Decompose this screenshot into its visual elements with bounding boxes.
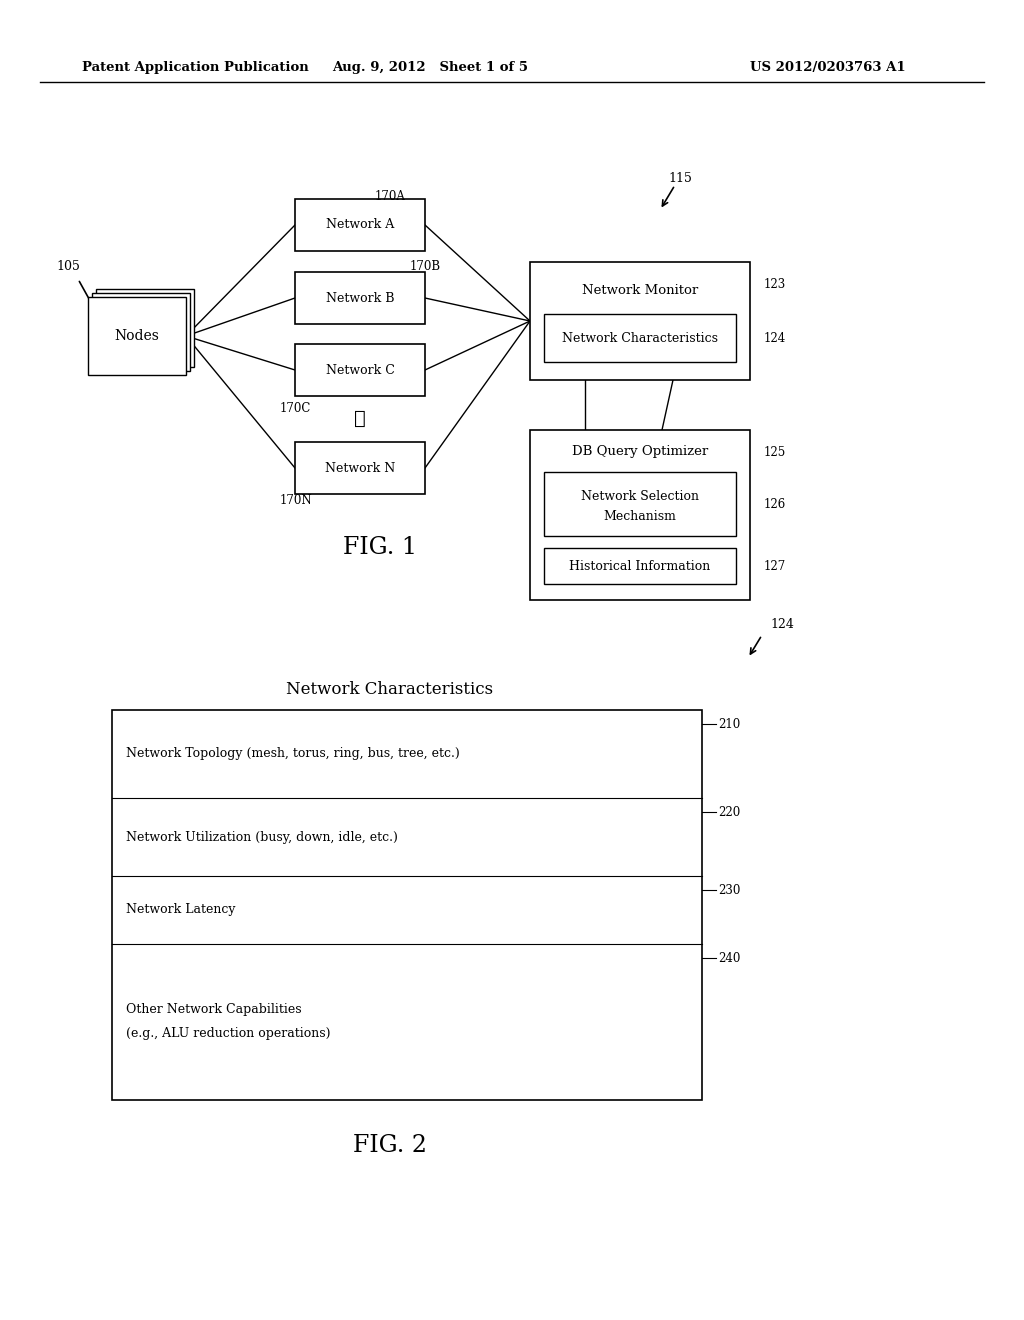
Bar [295,442,425,494]
Text: 124: 124 [764,331,786,345]
Text: Network Selection: Network Selection [581,490,699,503]
Text: 123: 123 [764,277,786,290]
Text: 170B: 170B [410,260,441,273]
Text: (e.g., ALU reduction operations): (e.g., ALU reduction operations) [126,1027,331,1040]
Text: Network A: Network A [326,219,394,231]
Bar [544,548,736,583]
Text: Nodes: Nodes [115,329,160,343]
Bar [295,272,425,323]
Text: 220: 220 [718,805,740,818]
Bar [295,199,425,251]
Text: Network B: Network B [326,292,394,305]
Bar [96,289,194,367]
Text: Historical Information: Historical Information [569,560,711,573]
Bar [530,261,750,380]
Text: Network N: Network N [325,462,395,474]
Text: Network C: Network C [326,363,394,376]
Text: 170A: 170A [375,190,406,202]
Text: ⋮: ⋮ [354,411,366,428]
Text: 170N: 170N [280,494,312,507]
Bar [92,293,190,371]
Text: 170C: 170C [280,401,311,414]
Bar [295,345,425,396]
Text: Network Latency: Network Latency [126,903,236,916]
Text: Aug. 9, 2012   Sheet 1 of 5: Aug. 9, 2012 Sheet 1 of 5 [332,62,528,74]
Bar [544,314,736,362]
Text: DB Query Optimizer: DB Query Optimizer [571,446,709,458]
Text: 210: 210 [718,718,740,730]
Bar [530,430,750,601]
Bar [112,710,702,1100]
Text: Other Network Capabilities: Other Network Capabilities [126,1003,302,1016]
Text: Patent Application Publication: Patent Application Publication [82,62,309,74]
Text: 125: 125 [764,446,786,458]
Text: 240: 240 [718,952,740,965]
Text: FIG. 2: FIG. 2 [353,1134,427,1156]
Text: US 2012/0203763 A1: US 2012/0203763 A1 [750,62,905,74]
Text: Network Monitor: Network Monitor [582,284,698,297]
Text: 105: 105 [56,260,80,273]
Text: Network Characteristics: Network Characteristics [287,681,494,698]
Text: 126: 126 [764,498,786,511]
Text: 127: 127 [764,560,786,573]
Text: Network Topology (mesh, torus, ring, bus, tree, etc.): Network Topology (mesh, torus, ring, bus… [126,747,460,760]
Text: 230: 230 [718,883,740,896]
Bar [88,297,186,375]
Bar [544,473,736,536]
Text: Network Characteristics: Network Characteristics [562,331,718,345]
Text: FIG. 1: FIG. 1 [343,536,417,560]
Text: 124: 124 [770,619,794,631]
Text: Network Utilization (busy, down, idle, etc.): Network Utilization (busy, down, idle, e… [126,830,398,843]
Text: Mechanism: Mechanism [603,510,677,523]
Text: 115: 115 [668,172,692,185]
